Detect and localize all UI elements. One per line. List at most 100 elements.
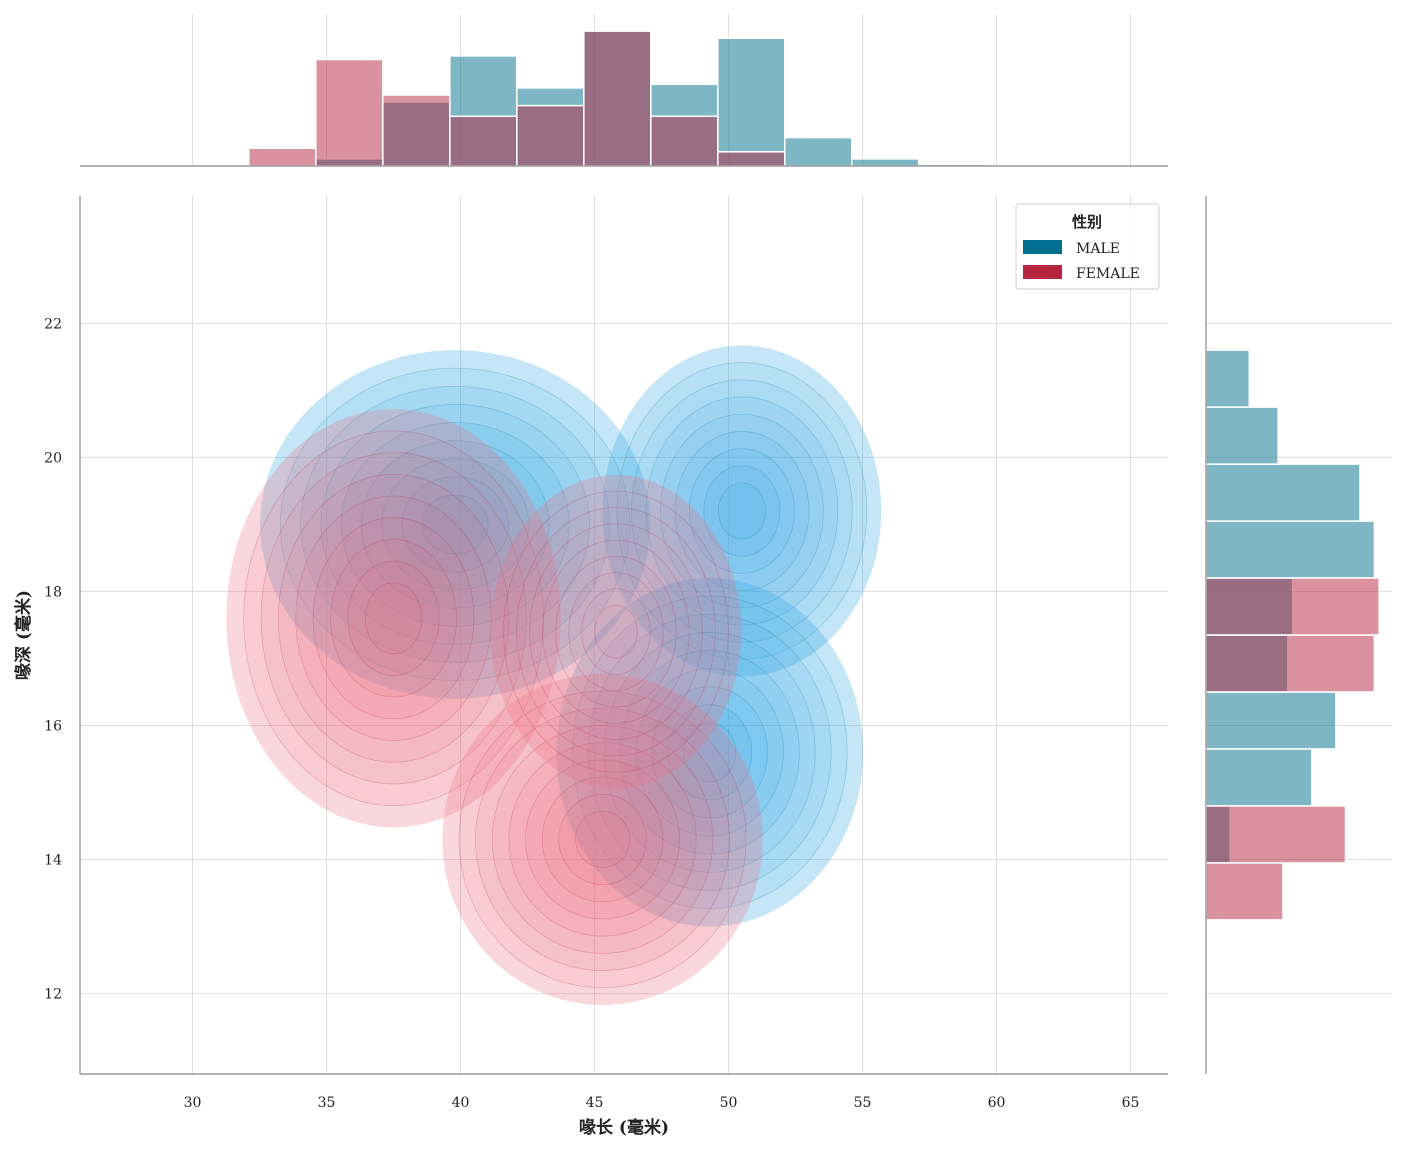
x-tick-label: 50 — [720, 1095, 738, 1111]
legend-swatch-female — [1023, 265, 1062, 279]
x-tick-label: 30 — [184, 1095, 202, 1111]
kde-contour — [401, 476, 509, 573]
hist-bar — [583, 30, 652, 167]
kde-contour — [295, 495, 492, 741]
hist-bar — [516, 104, 585, 167]
hist-bar — [1205, 862, 1284, 921]
kde-contour — [651, 686, 768, 819]
kde-contour — [312, 517, 475, 720]
kde-contour — [571, 595, 848, 909]
kde-contour — [491, 725, 714, 954]
kde-contour — [525, 759, 681, 920]
hist-bar — [315, 58, 384, 167]
kde-contour — [330, 539, 457, 698]
x-tick-label: 35 — [318, 1095, 336, 1111]
hist-bar — [1205, 577, 1380, 636]
hist-bar — [851, 158, 920, 167]
kde-contour — [421, 494, 489, 555]
x-tick-labels: 30 35 40 45 50 55 60 65 — [184, 1095, 1140, 1111]
kde-contour — [226, 409, 561, 828]
kde-contour — [458, 690, 747, 989]
kde-contour — [279, 367, 631, 681]
axes-spines — [79, 165, 1207, 1075]
kde-contour — [556, 578, 864, 927]
kde-male — [260, 345, 882, 927]
y-tick-label: 12 — [44, 987, 62, 1003]
kde-contour — [260, 452, 527, 785]
x-tick-label: 65 — [1122, 1095, 1140, 1111]
x-tick-label: 55 — [854, 1095, 872, 1111]
kde-contour — [568, 572, 664, 692]
kde-contour — [360, 440, 550, 609]
hist-bar — [1205, 634, 1376, 693]
kde-contour — [320, 404, 590, 645]
kde-contour — [683, 722, 737, 783]
kde-contour — [364, 582, 423, 655]
x-tick-label: 60 — [988, 1095, 1006, 1111]
kde-contour — [602, 345, 882, 677]
y-tick-label: 20 — [44, 450, 62, 466]
kde-contour — [645, 396, 839, 626]
kde-contour — [300, 385, 611, 663]
kde-contour — [635, 668, 784, 837]
hist-bar — [382, 94, 451, 167]
kde-contour — [631, 379, 853, 643]
y-tick-label: 14 — [44, 853, 62, 869]
legend-label-male: MALE — [1076, 241, 1120, 257]
hist-bar — [717, 37, 786, 167]
hist-bar — [650, 115, 719, 167]
kde-contour — [347, 560, 440, 676]
main-grid — [80, 196, 1168, 1074]
kde-contour — [516, 506, 716, 757]
right-histogram — [1205, 349, 1380, 921]
kde-contour — [541, 776, 664, 903]
hist-bar — [248, 147, 317, 167]
hist-bar — [1205, 805, 1347, 864]
kde-contour — [340, 422, 570, 627]
kde-contour — [442, 673, 763, 1005]
kde-contour — [594, 604, 638, 659]
kde-contour — [660, 413, 824, 609]
kde-contour — [542, 539, 690, 724]
legend-title: 性别 — [1072, 213, 1102, 231]
hist-bar — [1205, 463, 1361, 522]
top-histogram — [248, 30, 987, 167]
kde-contour — [558, 793, 647, 886]
kde-contour — [243, 430, 544, 807]
kde-contour — [381, 458, 530, 591]
y-tick-labels: 12 14 16 18 20 22 — [44, 316, 62, 1002]
kde-contour — [555, 555, 677, 708]
kde-female — [226, 409, 763, 1005]
y-axis-title: 喙深 (毫米) — [13, 590, 34, 680]
legend-label-female: FEMALE — [1076, 266, 1140, 282]
kde-contour — [503, 490, 729, 773]
y-tick-label: 22 — [44, 316, 62, 332]
kde-contour — [508, 742, 697, 937]
kde-contour — [619, 650, 800, 855]
hist-bar — [1205, 691, 1337, 750]
x-axis-title: 喙长 (毫米) — [579, 1117, 669, 1138]
hist-bar — [1205, 748, 1313, 807]
hist-bar — [1205, 520, 1376, 579]
hist-bar — [1205, 406, 1279, 465]
kde-contour — [667, 704, 753, 801]
kde-contour — [587, 613, 832, 891]
kde-contour — [490, 474, 742, 789]
top-hist-female — [248, 30, 786, 167]
right-hist-female — [1205, 577, 1380, 921]
kde-contour — [581, 588, 651, 675]
y-tick-label: 18 — [44, 584, 62, 600]
x-tick-label: 45 — [586, 1095, 604, 1111]
x-tick-label: 40 — [452, 1095, 470, 1111]
kde-contour — [674, 431, 810, 591]
kde-contour — [703, 465, 781, 557]
kde-layer — [226, 345, 882, 1005]
hist-bar — [717, 151, 786, 167]
kde-contour — [260, 350, 651, 699]
legend-swatch-male — [1023, 240, 1062, 254]
hist-bar — [1205, 349, 1251, 408]
y-tick-label: 16 — [44, 718, 62, 734]
hist-bar — [784, 136, 853, 167]
kde-contour — [616, 362, 868, 660]
